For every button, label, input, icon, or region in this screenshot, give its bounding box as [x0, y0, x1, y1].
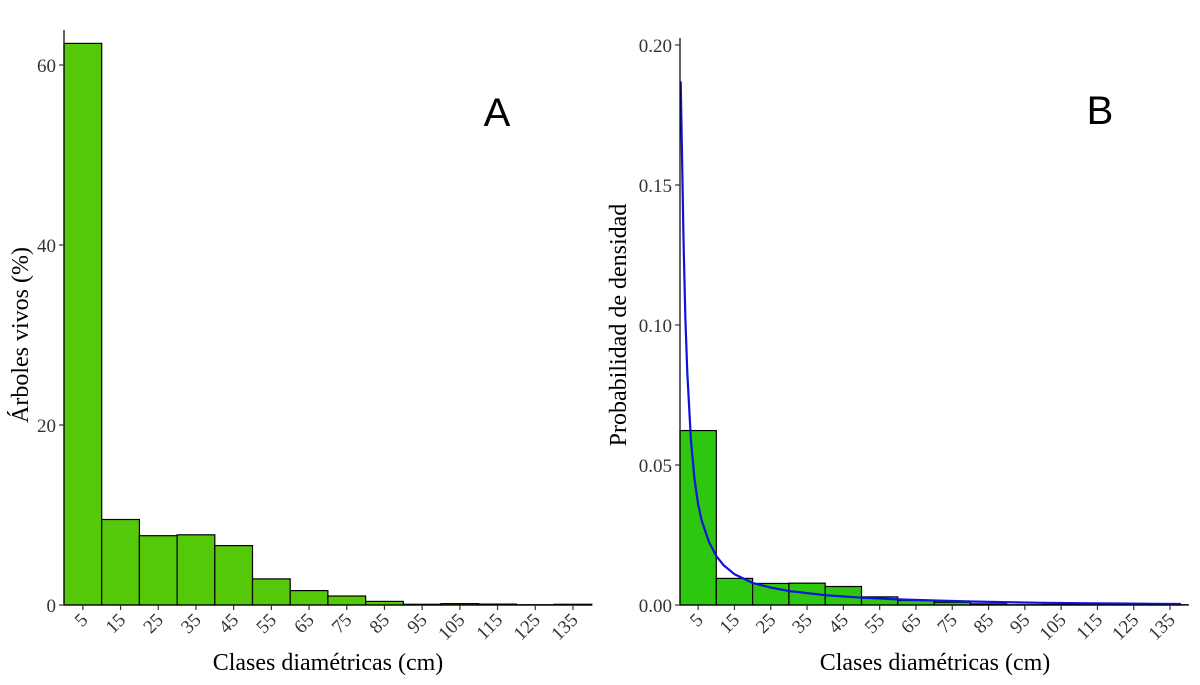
panel-a-x-tick-label: 65: [290, 610, 318, 638]
panel-a-bar-45: [214, 544, 254, 606]
panel-a-y-tick-label: 60: [37, 56, 56, 77]
panel-a-bar-55: [251, 578, 291, 606]
panel-a-label: A: [484, 91, 511, 135]
panel-a-x-tick-label: 115: [473, 610, 508, 645]
panel-a-bar-5: [63, 42, 103, 606]
panel-b: 0.00 0.05 0.10 0.15 0.20 5 15 25 35 45 55 65 75 85 95…: [606, 36, 1189, 676]
panel-b-x-tick-label: 125: [1108, 610, 1143, 645]
panel-b-density-curve: [679, 81, 1181, 606]
panel-b-bar-15: [715, 577, 754, 606]
panel-a-x-tick-label: 45: [215, 610, 243, 638]
panel-b-y-tick-label: 0.10: [639, 316, 672, 337]
panel-b-x-tick-label: 85: [970, 610, 998, 638]
panel-b-x-tick-label: 55: [861, 610, 889, 638]
panel-b-x-tick-label: 115: [1072, 610, 1107, 645]
panel-b-bars: [679, 429, 1189, 606]
panel-a-y-tick-label: 20: [37, 416, 56, 437]
panel-a-x-tick-label: 75: [328, 610, 356, 638]
panel-a-x-tick-label: 25: [140, 610, 168, 638]
panel-a-x-ticks: 5 15 25 35 45 55 65 75 85 95 105 115 125 135: [71, 605, 582, 645]
panel-a-x-tick-label: 35: [177, 610, 205, 638]
panel-b-x-tick-label: 95: [1006, 610, 1034, 638]
panel-b-y-tick-label: 0.15: [639, 176, 672, 197]
panel-a-x-tick-label: 125: [510, 610, 545, 645]
panel-a-y-ticks: 0 20 40 60: [37, 56, 64, 617]
panel-b-x-tick-label: 75: [934, 610, 962, 638]
panel-a-x-tick-label: 15: [102, 610, 130, 638]
panel-b-x-ticks: 5 15 25 35 45 55 65 75 85 95 105 115 125 135: [686, 605, 1180, 645]
panel-b-y-ticks: 0.00 0.05 0.10 0.15 0.20: [639, 36, 680, 617]
panel-a-x-tick-label: 55: [253, 610, 281, 638]
panel-a-y-tick-label: 40: [37, 236, 56, 257]
panel-b-y-tick-label: 0.05: [639, 456, 672, 477]
panel-b-x-tick-label: 25: [752, 610, 780, 638]
panel-b-x-tick-label: 105: [1036, 610, 1071, 645]
panel-a-bar-75: [327, 595, 367, 606]
panel-a-x-tick-label: 95: [403, 610, 431, 638]
panel-b-x-tick-label: 5: [686, 610, 708, 632]
panel-a-y-axis-title: Árboles vivos (%): [8, 247, 34, 423]
panel-a-x-tick-label: 5: [71, 610, 93, 632]
panel-b-label: B: [1087, 89, 1114, 133]
panel-b-y-tick-label: 0.20: [639, 36, 672, 57]
panel-a-x-tick-label: 85: [366, 610, 394, 638]
panel-a-bar-65: [289, 589, 329, 606]
panel-b-y-tick-label: 0.00: [639, 596, 672, 617]
panel-a-bar-15: [101, 518, 140, 606]
panel-b-x-tick-label: 15: [716, 610, 744, 638]
panel-b-x-tick-label: 35: [788, 610, 816, 638]
panel-b-bar-5: [679, 429, 717, 606]
panel-a-bar-35: [176, 534, 216, 606]
panel-b-y-axis-title: Probabilidad de densidad: [606, 204, 632, 447]
panel-a-x-axis-title: Clases diamétricas (cm): [213, 650, 444, 676]
panel-a-bar-25: [138, 535, 178, 606]
panel-a-y-tick-label: 0: [47, 596, 57, 617]
panel-a-x-tick-label: 135: [547, 610, 582, 645]
panel-b-x-tick-label: 65: [897, 610, 925, 638]
panel-a-bars: [63, 42, 593, 606]
panel-b-x-axis-title: Clases diamétricas (cm): [820, 650, 1051, 676]
panel-b-x-tick-label: 135: [1145, 610, 1180, 645]
panel-b-x-tick-label: 45: [825, 610, 853, 638]
panel-a-x-tick-label: 105: [434, 610, 469, 645]
